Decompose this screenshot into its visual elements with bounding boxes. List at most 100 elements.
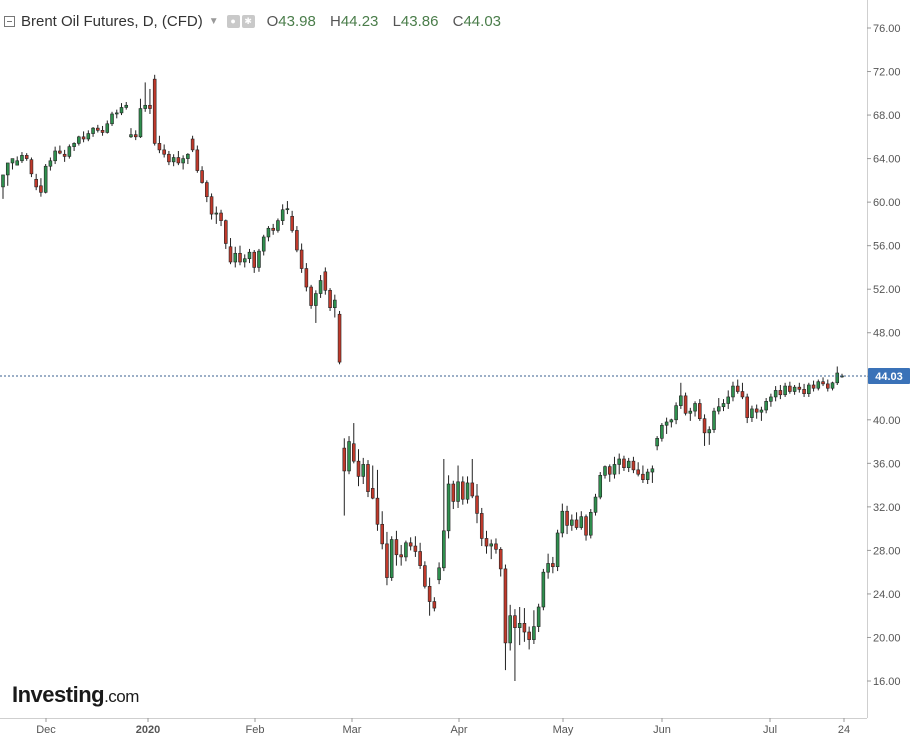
candle-body: [612, 464, 617, 475]
candle-body: [636, 469, 640, 475]
collapse-icon[interactable]: [4, 15, 15, 27]
candle-body: [247, 251, 252, 260]
candle-body: [527, 631, 531, 640]
candle-body: [679, 395, 683, 406]
candle-body: [285, 208, 290, 211]
open-value: 43.98: [278, 12, 316, 30]
candle-body: [219, 212, 223, 221]
candle-body: [110, 113, 114, 125]
candle-body: [750, 408, 754, 418]
candle-body: [238, 252, 242, 263]
candle-body: [607, 466, 612, 475]
candle-body: [356, 460, 361, 477]
x-tick-label: Jul: [763, 724, 777, 736]
candle-body: [498, 549, 503, 570]
x-tick-label: Jun: [653, 724, 671, 736]
candle-body: [337, 313, 342, 363]
candle-body: [15, 160, 19, 166]
candle-body: [328, 289, 332, 309]
candle-body: [764, 400, 768, 411]
y-tick-label: 72.00: [873, 67, 901, 79]
candle-body: [209, 196, 214, 215]
candle-body: [551, 563, 555, 568]
candle-body: [176, 157, 181, 164]
candle-body: [726, 396, 731, 404]
candle-body: [266, 227, 271, 238]
candle-body: [304, 268, 309, 288]
candle-body: [228, 246, 233, 263]
candle-body: [190, 138, 195, 151]
eye-icon[interactable]: ●: [226, 14, 240, 28]
candle-body: [86, 133, 91, 140]
candle-body: [143, 104, 147, 109]
candle-body: [570, 519, 574, 526]
candle-body: [242, 258, 247, 263]
y-tick-label: 60.00: [873, 197, 901, 209]
candle-body: [754, 408, 759, 413]
candle-body: [375, 497, 380, 525]
candle-body: [461, 481, 465, 500]
candle-body: [100, 130, 105, 133]
candle-body: [731, 385, 735, 398]
candle-body: [186, 153, 190, 159]
candle-body: [1, 174, 5, 188]
candle-body: [465, 482, 470, 500]
candle-body: [740, 391, 745, 398]
candle-body: [574, 519, 579, 528]
candle-body: [81, 136, 86, 140]
candle-body: [314, 293, 318, 306]
investing-logo: Investing.com: [12, 682, 139, 708]
candle-body: [105, 123, 110, 133]
low-label: L: [392, 12, 401, 30]
candle-body: [735, 385, 740, 392]
chevron-down-icon[interactable]: ▼: [208, 15, 219, 27]
candle-body: [565, 510, 569, 526]
candle-body: [650, 468, 655, 473]
candle-body: [437, 567, 441, 581]
candle-body: [702, 418, 707, 434]
candle-body: [366, 464, 370, 492]
y-tick-label: 20.00: [873, 632, 901, 644]
candle-body: [693, 403, 697, 412]
chart-header: Brent Oil Futures, D, (CFD) ▼ ● ✱ O43.98…: [4, 10, 511, 32]
candle-body: [380, 523, 384, 545]
candle-body: [617, 458, 621, 465]
candle-body: [404, 542, 408, 558]
logo-suffix: .com: [104, 687, 139, 706]
candle-body: [783, 385, 787, 396]
candle-body: [148, 104, 152, 109]
x-tick-label: 24: [838, 724, 850, 736]
candle-body: [399, 554, 403, 558]
y-tick-label: 40.00: [873, 415, 901, 427]
candle-body: [821, 381, 825, 385]
candle-body: [276, 220, 280, 231]
candle-body: [517, 623, 522, 628]
candle-body: [257, 250, 261, 268]
candle-body: [427, 586, 432, 602]
candle-body: [769, 396, 773, 402]
candle-body: [5, 162, 10, 176]
candle-body: [603, 466, 607, 476]
candle-body: [418, 551, 422, 566]
candle-body: [129, 134, 133, 138]
candle-body: [152, 78, 157, 144]
candle-body: [62, 153, 67, 157]
candle-body: [698, 403, 702, 420]
candle-body: [20, 155, 24, 162]
gear-icon[interactable]: ✱: [241, 14, 255, 28]
candle-body: [10, 158, 15, 164]
candle-body: [479, 513, 484, 539]
y-tick-label: 36.00: [873, 458, 901, 470]
candle-body: [788, 385, 792, 392]
candle-body: [361, 464, 366, 477]
close-value: 44.03: [463, 12, 502, 30]
candle-body: [195, 149, 200, 171]
candle-body: [792, 386, 797, 392]
x-tick-label: Mar: [343, 724, 362, 736]
candle-body: [683, 395, 688, 414]
candle-body: [560, 510, 565, 534]
candle-body: [759, 409, 764, 413]
candle-body: [309, 286, 313, 306]
